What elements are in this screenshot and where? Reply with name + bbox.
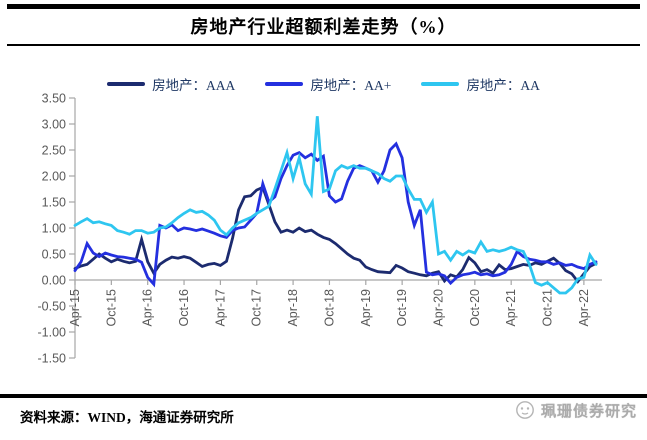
legend-line-aaa-icon bbox=[107, 82, 146, 86]
chart-plot-area: 3.50 3.00 2.50 2.00 1.50 1.00 0.50 0.00 -0.50 -1.… bbox=[38, 92, 602, 366]
legend-item-aaa: 房地产：AAA bbox=[107, 74, 235, 94]
series-line bbox=[73, 116, 598, 295]
legend-line-aa-icon bbox=[421, 82, 460, 86]
watermark-logo-icon bbox=[516, 401, 534, 419]
y-tick-label: -1.00 bbox=[38, 326, 67, 340]
y-tick-label: 0.50 bbox=[42, 248, 66, 262]
chart-title: 房地产行业超额利差走势（%） bbox=[190, 17, 457, 37]
x-tick-label: Oct-16 bbox=[177, 289, 191, 327]
x-tick-label: Apr-20 bbox=[431, 289, 445, 327]
x-tick-label: Apr-16 bbox=[141, 289, 155, 327]
y-tick-label: -1.50 bbox=[38, 352, 67, 366]
watermark: 珮珊债券研究 bbox=[514, 399, 637, 421]
y-tick-label: -0.50 bbox=[38, 300, 67, 314]
legend-label-aa: 房地产：AA bbox=[466, 78, 540, 93]
data-source-text: 资料来源：WIND，海通证券研究所 bbox=[20, 410, 234, 425]
top-border bbox=[7, 4, 640, 9]
y-tick-label: 3.50 bbox=[42, 92, 66, 106]
legend-label-aaa: 房地产：AAA bbox=[152, 78, 236, 93]
x-tick-label: Oct-18 bbox=[322, 289, 336, 327]
x-tick-label: Oct-19 bbox=[395, 289, 409, 327]
bottom-border bbox=[0, 394, 647, 398]
x-tick-label: Oct-15 bbox=[104, 289, 118, 327]
legend-item-aa: 房地产：AA bbox=[421, 74, 540, 94]
y-tick-label: 2.50 bbox=[42, 144, 66, 158]
y-tick-label: 0.00 bbox=[42, 274, 66, 288]
y-tick-label: 1.50 bbox=[42, 196, 66, 210]
legend-line-aa-plus-icon bbox=[265, 82, 304, 86]
x-tick-label: Oct-17 bbox=[250, 289, 264, 327]
x-tick-label: Apr-18 bbox=[286, 289, 300, 327]
x-tick-label: Apr-21 bbox=[504, 289, 518, 327]
x-tick-label: Oct-20 bbox=[468, 289, 482, 327]
x-tick-label: Apr-22 bbox=[577, 289, 591, 327]
series-line bbox=[73, 141, 598, 288]
y-tick-label: 2.00 bbox=[42, 170, 66, 184]
y-tick-label: 3.00 bbox=[42, 118, 66, 132]
legend-label-aa-plus: 房地产：AA+ bbox=[310, 78, 392, 93]
chart-legend: 房地产：AAA 房地产：AA+ 房地产：AA bbox=[0, 72, 647, 96]
title-divider bbox=[7, 44, 640, 46]
x-tick-label: Apr-17 bbox=[213, 289, 227, 327]
x-tick-label: Apr-19 bbox=[359, 289, 373, 327]
watermark-text: 珮珊债券研究 bbox=[540, 403, 637, 420]
x-tick-label: Apr-15 bbox=[68, 289, 82, 327]
y-tick-label: 1.00 bbox=[42, 222, 66, 236]
legend-item-aa-plus: 房地产：AA+ bbox=[265, 74, 391, 94]
x-tick-label: Oct-21 bbox=[541, 289, 555, 327]
